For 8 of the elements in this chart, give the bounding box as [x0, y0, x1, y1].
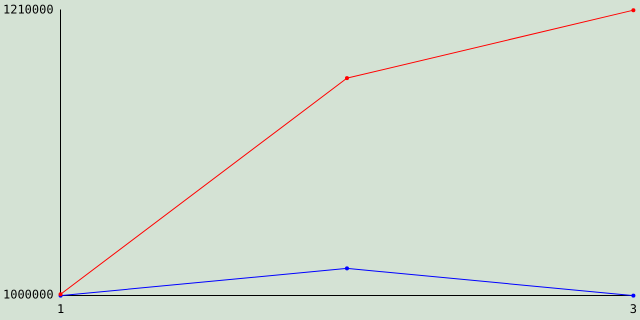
point [631, 8, 636, 12]
y-tick-label: 1000000 [2, 288, 54, 302]
y-tick-label: 1210000 [2, 2, 54, 16]
x-tick-label: 1 [56, 302, 64, 316]
point [344, 76, 349, 80]
point [344, 266, 349, 270]
point [631, 294, 636, 298]
x-tick-label: 3 [630, 302, 638, 316]
